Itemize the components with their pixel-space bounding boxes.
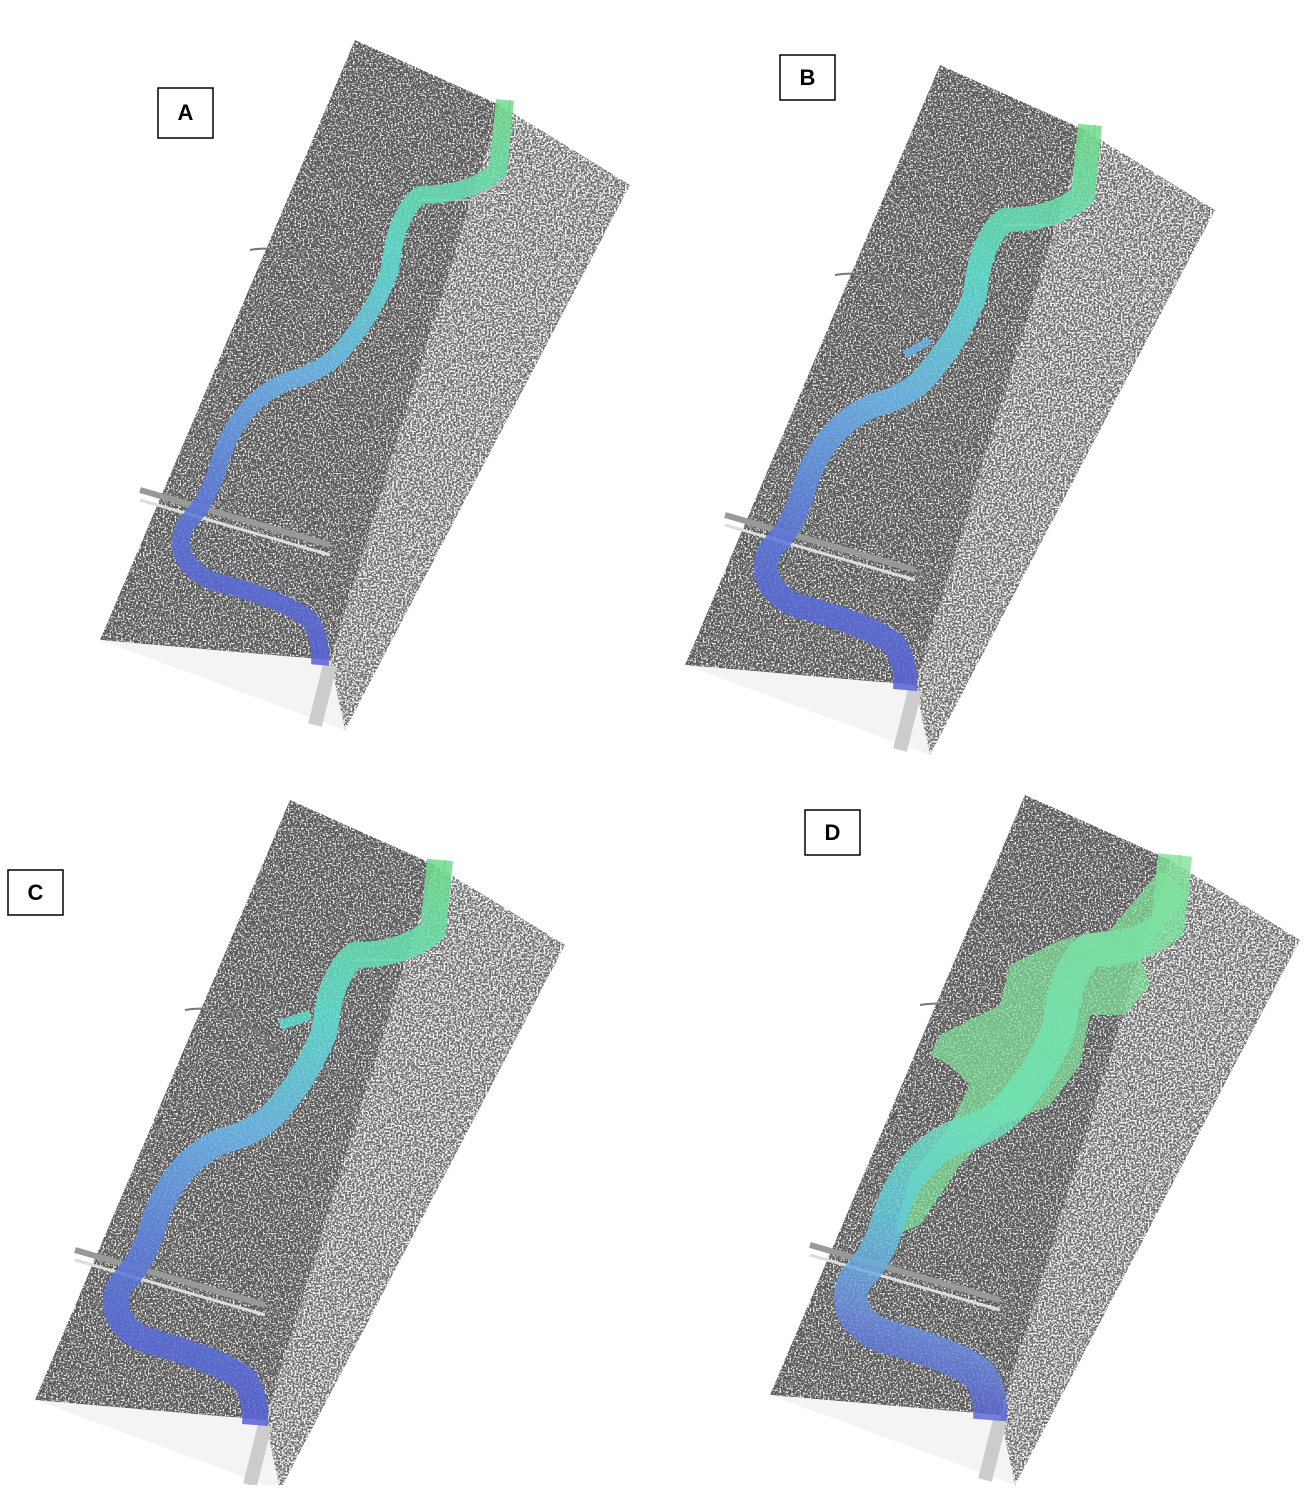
label-c: C xyxy=(8,870,63,915)
panel-label: A xyxy=(178,100,194,125)
panel-a: A xyxy=(100,40,630,730)
label-b: B xyxy=(780,55,835,100)
panel-label: B xyxy=(800,65,816,90)
panel-b xyxy=(685,65,1215,755)
panel-label: C xyxy=(28,880,44,905)
panel-label: D xyxy=(825,820,841,845)
panel-c xyxy=(35,800,565,1485)
figure: A B C D xyxy=(0,0,1309,1485)
label-d: D xyxy=(805,810,860,855)
panel-d xyxy=(770,795,1300,1485)
